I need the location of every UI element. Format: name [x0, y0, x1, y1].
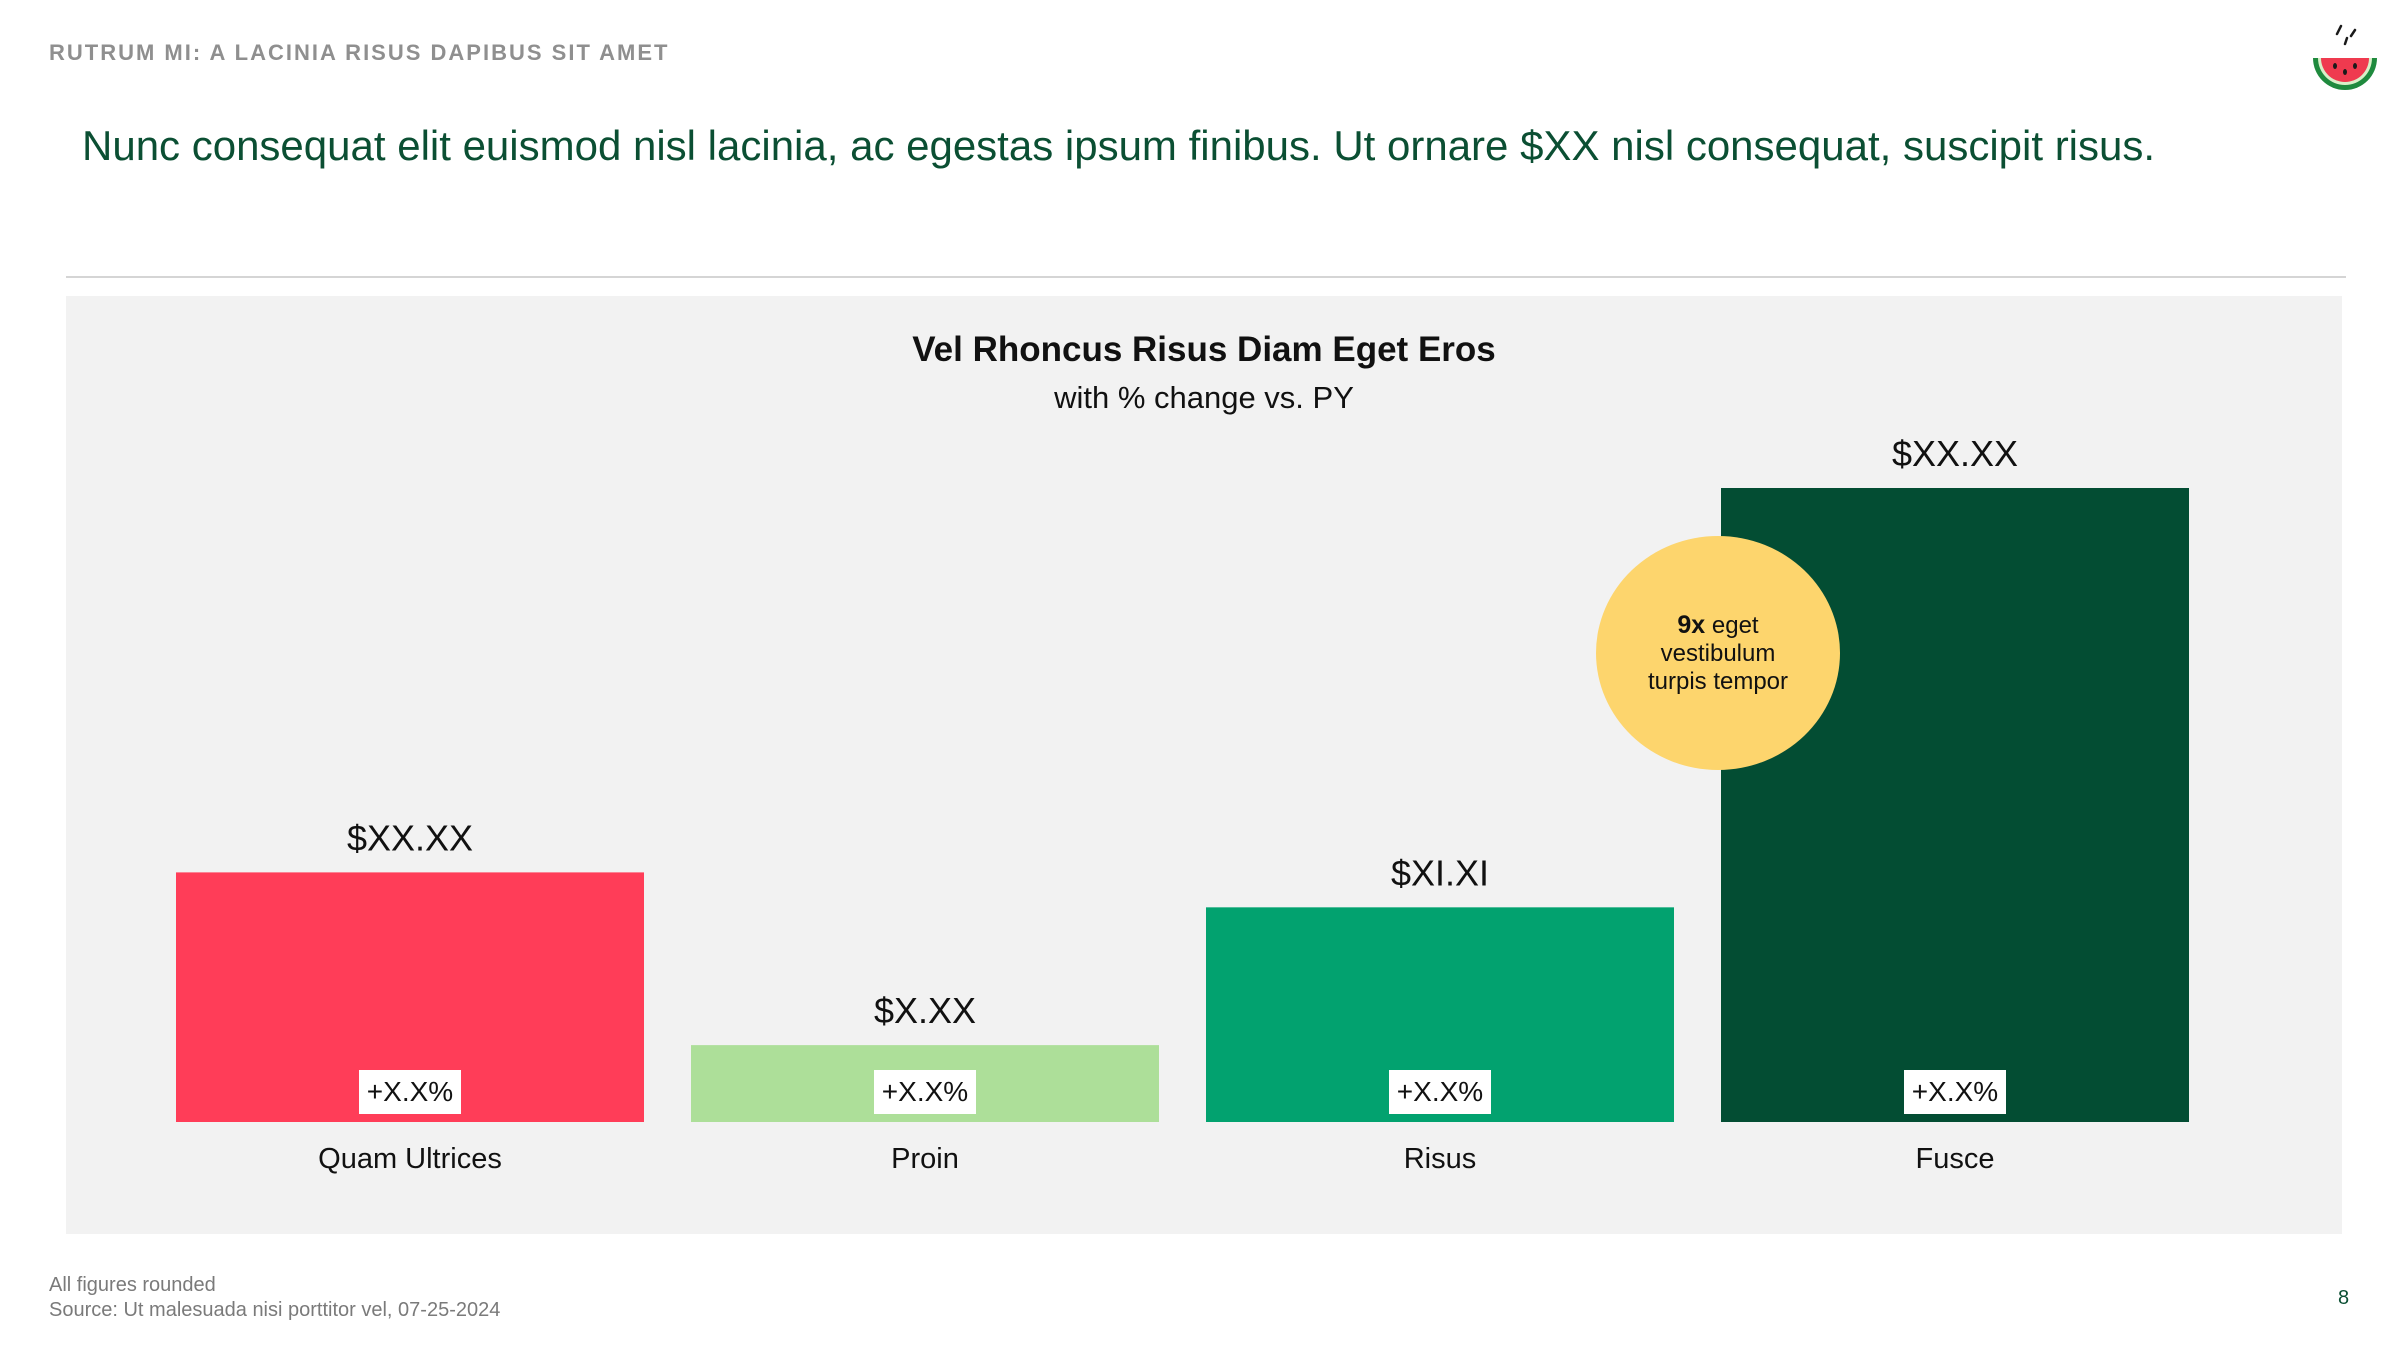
category-label: Fusce — [1916, 1143, 1995, 1175]
bar-value-label: $XX.XX — [1892, 433, 2018, 474]
callout-bold: 9x — [1677, 610, 1706, 639]
bar-value-label: $XI.XI — [1391, 852, 1489, 893]
change-label: +X.X% — [367, 1076, 453, 1107]
bar-value-label: $XX.XX — [347, 817, 473, 858]
header-divider — [66, 276, 2346, 278]
category-label: Risus — [1404, 1143, 1477, 1175]
change-badge — [874, 1070, 976, 1114]
footnote-source: Source: Ut malesuada nisi porttitor vel,… — [49, 1299, 501, 1321]
chart-title: Vel Rhoncus Risus Diam Eget Eros — [912, 330, 1496, 369]
chart-panel: $XX.XX +X.X% Quam Ultrices $X.XX +X.X% Proin $… — [66, 296, 2342, 1234]
callout-bubble: 9x eget vestibulum turpis tempor — [1596, 536, 1840, 770]
change-badge — [1904, 1070, 2006, 1114]
callout-text: eget vestibulum turpis tempor — [1647, 611, 1789, 695]
change-label: +X.X% — [882, 1076, 968, 1107]
chart-subtitle: with % change vs. PY — [1054, 380, 1354, 415]
change-badge — [359, 1070, 461, 1114]
category-label: Proin — [891, 1143, 959, 1175]
bar-value-label: $X.XX — [874, 990, 976, 1031]
footnote-rounded: All figures rounded — [49, 1274, 216, 1296]
section-kicker: RUTRUM MI: A LACINIA RISUS DAPIBUS SIT A… — [49, 40, 670, 65]
change-label: +X.X% — [1912, 1076, 1998, 1107]
watermelon-icon — [2313, 24, 2377, 90]
headline: Nunc consequat elit euismod nisl lacinia… — [82, 122, 2156, 169]
category-label: Quam Ultrices — [318, 1143, 502, 1175]
bar-chart: $XX.XX +X.X% Quam Ultrices $X.XX +X.X% Proin $… — [176, 433, 2189, 1175]
page-number: 8 — [2338, 1287, 2350, 1309]
change-badge — [1389, 1070, 1491, 1114]
change-label: +X.X% — [1397, 1076, 1483, 1107]
